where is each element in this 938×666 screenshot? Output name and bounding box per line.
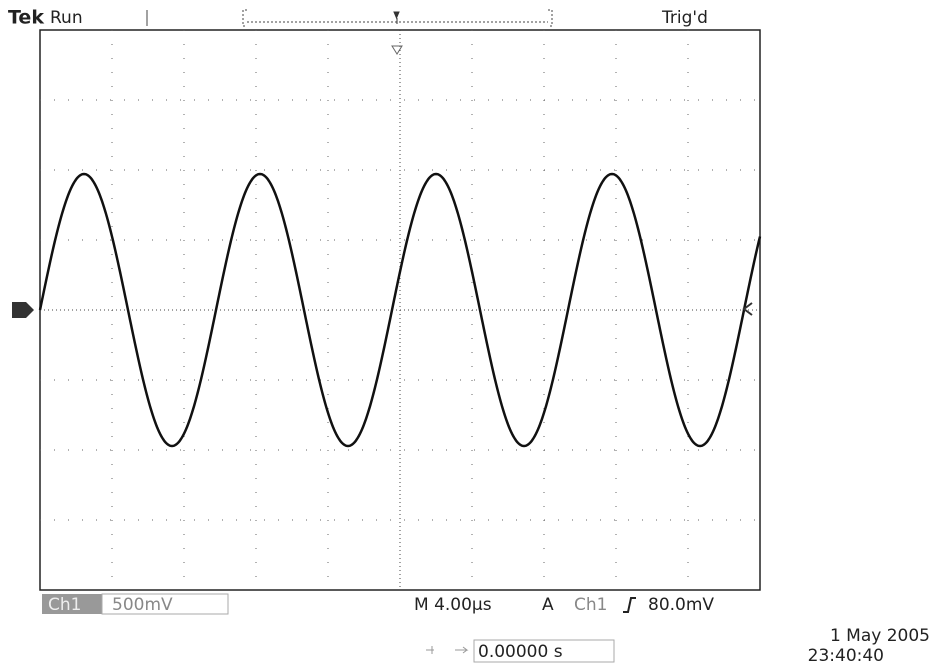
trigger-source: Ch1 bbox=[574, 595, 607, 615]
timebase: M 4.00µs bbox=[414, 595, 492, 615]
trigger-level: 80.0mV bbox=[648, 595, 714, 615]
graticule bbox=[40, 30, 760, 590]
time: 23:40:40 bbox=[808, 646, 884, 666]
horizontal-position: 0.00000 s bbox=[478, 642, 563, 662]
trigger-slope-icon bbox=[623, 598, 636, 612]
volts-per-div: 500mV bbox=[112, 595, 173, 615]
trigger-status: Trig'd bbox=[661, 8, 708, 28]
brand: Tek bbox=[8, 7, 44, 29]
status: Run bbox=[50, 8, 83, 28]
trigger-mode: A bbox=[542, 595, 554, 615]
date: 1 May 2005 bbox=[830, 626, 930, 646]
position-icon bbox=[426, 646, 467, 654]
channel-ground-marker bbox=[12, 302, 34, 318]
channel: Ch1 bbox=[48, 595, 81, 615]
trigger-position-marker bbox=[394, 12, 399, 24]
oscilloscope-screen: Tek Run Trig'd Ch1 500mV M 4.00µs A Ch1 … bbox=[0, 0, 938, 666]
